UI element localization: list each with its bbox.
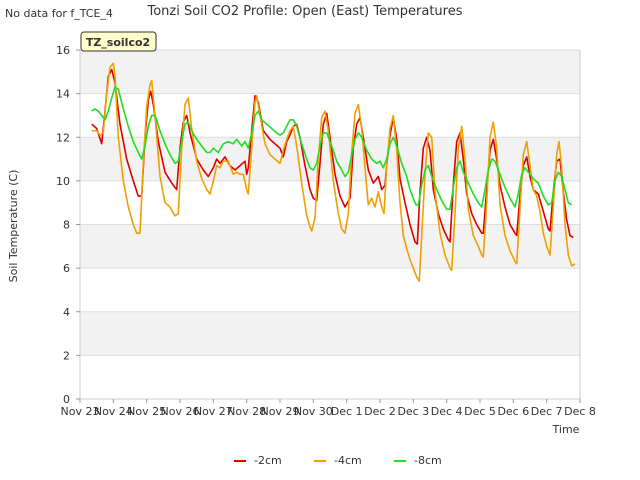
x-tick-label: Dec 6: [497, 405, 529, 418]
x-tick-label: Nov 26: [161, 405, 200, 418]
x-tick-label: Dec 2: [364, 405, 396, 418]
x-tick-label: Dec 8: [564, 405, 596, 418]
grid-band: [80, 224, 580, 269]
y-tick-label: 2: [63, 349, 70, 362]
x-tick-label: Nov 28: [227, 405, 266, 418]
x-tick-label: Dec 1: [331, 405, 363, 418]
y-tick-label: 0: [63, 393, 70, 406]
y-tick-label: 16: [56, 44, 70, 57]
x-tick-label: Dec 5: [464, 405, 496, 418]
grid-band: [80, 311, 580, 356]
no-data-note: No data for f_TCE_4: [5, 7, 113, 20]
series-lines: [91, 62, 576, 282]
x-tick-label: Nov 23: [61, 405, 100, 418]
x-tick-label: Nov 24: [94, 405, 133, 418]
y-tick-label: 8: [63, 219, 70, 232]
x-axis-label: Time: [552, 423, 580, 436]
y-tick-label: 4: [63, 306, 70, 319]
badge-label: TZ_soilco2: [86, 36, 150, 49]
x-tick-label: Nov 29: [261, 405, 300, 418]
grid-band: [80, 50, 580, 94]
y-tick-label: 6: [63, 262, 70, 275]
y-tick-label: 14: [56, 88, 70, 101]
x-tick-label: Nov 27: [194, 405, 233, 418]
badge: TZ_soilco2: [80, 31, 157, 52]
legend-label--8cm: -8cm: [414, 454, 442, 467]
y-tick-labels: 0 2 4 6 8 10 12 14 16: [56, 44, 80, 406]
series-line--8cm: [91, 86, 573, 210]
y-axis-label: Soil Temperature (C): [7, 170, 20, 283]
x-tick-label: Dec 4: [431, 405, 463, 418]
legend-label--2cm: -2cm: [254, 454, 282, 467]
badge-box: [80, 31, 157, 52]
legend: -2cm -4cm -8cm: [234, 454, 442, 467]
x-tick-label: Nov 25: [127, 405, 166, 418]
chart-title: Tonzi Soil CO2 Profile: Open (East) Temp…: [146, 4, 462, 19]
x-tick-label: Nov 30: [294, 405, 333, 418]
x-tick-label: Dec 3: [397, 405, 429, 418]
y-tick-label: 12: [56, 131, 70, 144]
legend-label--4cm: -4cm: [334, 454, 362, 467]
y-tick-label: 10: [56, 175, 70, 188]
x-tick-label: Dec 7: [531, 405, 563, 418]
